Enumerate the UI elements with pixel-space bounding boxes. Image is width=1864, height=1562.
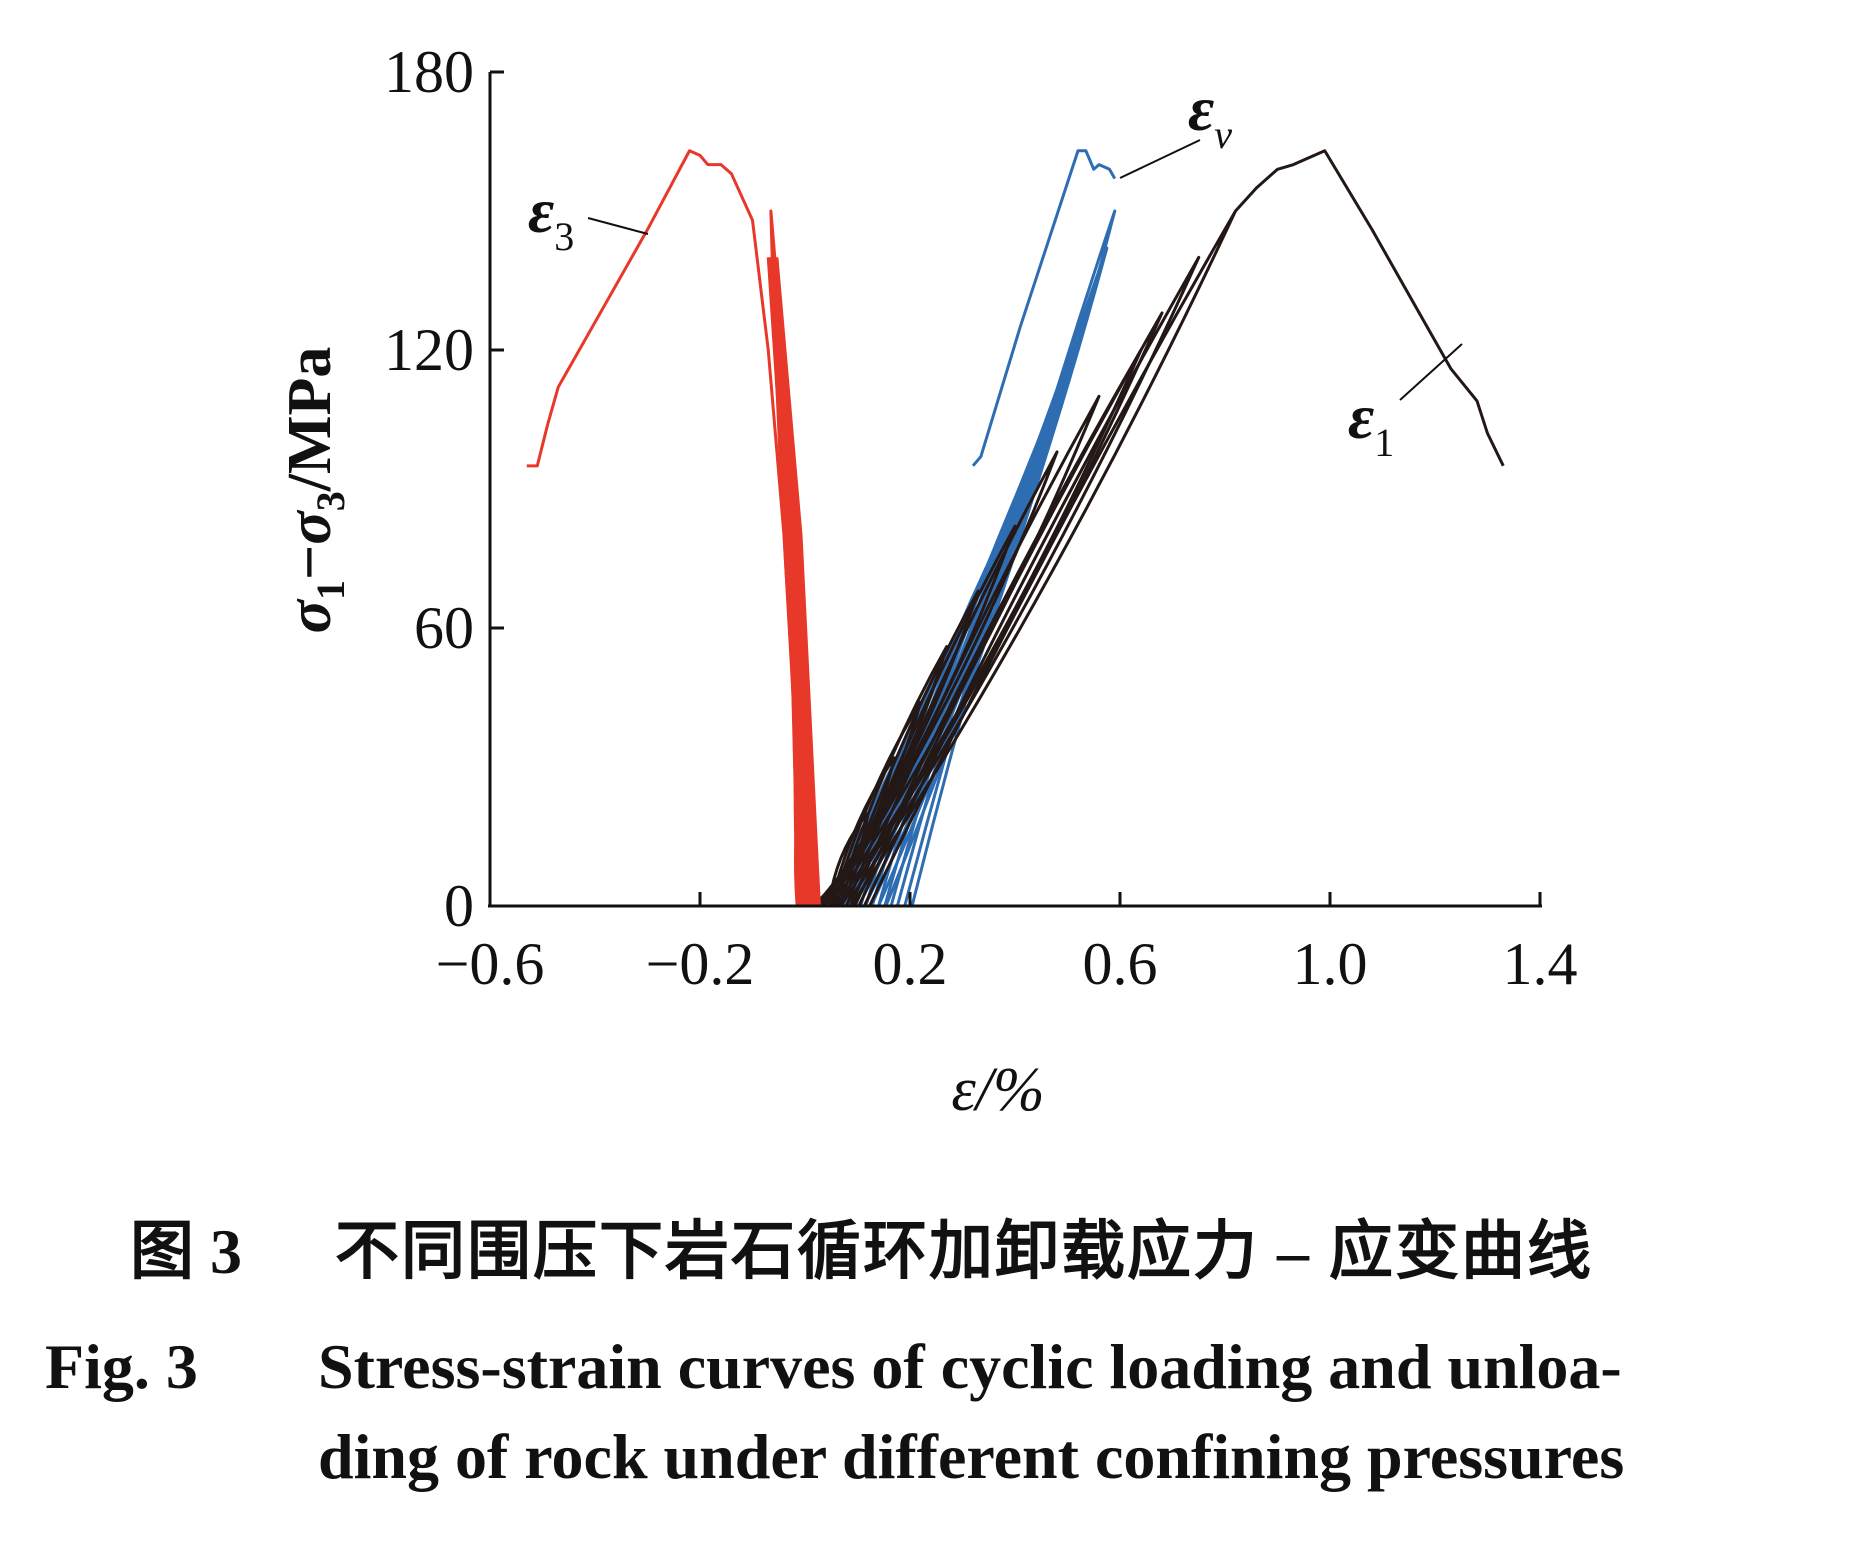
caption-en-number: Fig. 3 (45, 1331, 198, 1402)
ticks-group: −0.6 −0.2 0.2 0.6 1.0 1.4 0 60 120 180 (384, 39, 1578, 997)
x-tick-label: 0.2 (873, 931, 948, 997)
epsilon-3-dense-band (775, 257, 821, 907)
y-tick-label: 60 (414, 595, 474, 661)
svg-text:ε1: ε1 (1348, 381, 1394, 465)
svg-text:ε3: ε3 (528, 175, 574, 259)
y-tick-label: 120 (384, 317, 474, 383)
x-axis-title: ε/% (951, 1056, 1044, 1124)
x-tick-label: 0.6 (1083, 931, 1158, 997)
caption-en-text-line2: ding of rock under different confining p… (318, 1421, 1625, 1492)
x-tick-label: −0.6 (436, 931, 545, 997)
y-axis-title: σ1−σ3/MPa (276, 347, 353, 634)
epsilon-v-envelope-line (971, 149, 1117, 467)
caption-cn-number: 图 3 (130, 1216, 242, 1287)
axes-group (488, 72, 1542, 908)
x-tick-label: −0.2 (646, 931, 755, 997)
y-title-sigma1: σ (276, 598, 344, 633)
epsilon-1-envelope-line (1234, 149, 1505, 467)
svg-text:σ1−σ3/MPa: σ1−σ3/MPa (276, 347, 353, 634)
caption-cn-text: 不同围压下岩石循环加卸载应力 – 应变曲线 (335, 1216, 1593, 1287)
label-epsilon-1: ε1 (1348, 343, 1463, 465)
x-tick-label: 1.0 (1293, 931, 1368, 997)
caption-en-text-line1: Stress-strain curves of cyclic loading a… (318, 1331, 1622, 1402)
svg-text:εv: εv (1188, 73, 1232, 157)
curves-group (526, 149, 1505, 908)
label-epsilon-3: ε3 (528, 175, 649, 259)
x-tick-label: 1.4 (1503, 931, 1578, 997)
y-tick-label: 180 (384, 39, 474, 105)
epsilon-3-envelope-line (526, 149, 807, 907)
label-epsilon-v: εv (1119, 73, 1232, 179)
y-tick-label: 0 (444, 873, 474, 939)
